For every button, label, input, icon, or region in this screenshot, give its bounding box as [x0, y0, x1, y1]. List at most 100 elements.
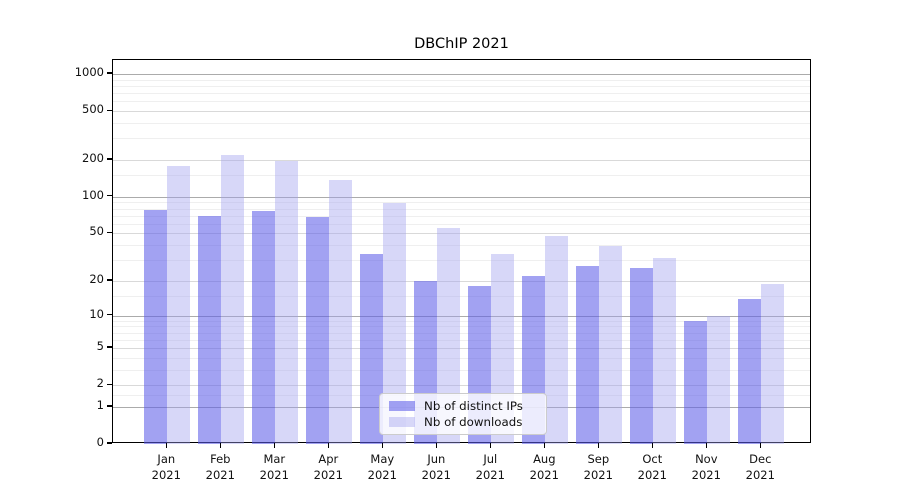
x-tick-mark	[165, 443, 167, 448]
major-gridline	[113, 196, 810, 198]
legend: Nb of distinct IPs Nb of downloads	[379, 393, 547, 435]
minor-gridline	[113, 202, 810, 204]
x-tick-label-line: 2021	[151, 467, 181, 482]
x-tick-mark	[273, 443, 275, 448]
x-tick-mark	[759, 443, 761, 448]
bar-distinct-ips	[630, 267, 654, 444]
bar-downloads	[599, 246, 623, 444]
major-gridline	[113, 111, 810, 113]
major-gridline	[113, 233, 810, 235]
x-tick-mark	[219, 443, 221, 448]
minor-gridline	[113, 320, 810, 322]
x-tick-label-line: Mar	[263, 452, 286, 466]
minor-gridline	[113, 93, 810, 95]
bar-downloads	[275, 161, 299, 444]
bar-downloads	[707, 315, 731, 444]
bar-downloads	[329, 180, 353, 444]
legend-label-distinct-ips: Nb of distinct IPs	[424, 398, 523, 413]
minor-gridline	[113, 223, 810, 225]
legend-swatch-ips-icon	[389, 400, 415, 411]
x-tick-label-line: 2021	[421, 467, 451, 482]
y-tick-label: 1000	[74, 65, 104, 79]
y-tick-mark	[107, 231, 112, 234]
bar-distinct-ips	[198, 215, 222, 444]
x-tick-label-line: Oct	[642, 452, 663, 466]
chart-title: DBChIP 2021	[414, 36, 509, 52]
x-tick-mark	[543, 443, 545, 448]
legend-entry-downloads: Nb of downloads	[389, 415, 537, 429]
minor-gridline	[113, 101, 810, 103]
minor-gridline	[113, 332, 810, 334]
minor-gridline	[113, 369, 810, 371]
x-tick-label-line: 2021	[583, 467, 613, 482]
minor-gridline	[113, 357, 810, 359]
x-tick-label-line: 2021	[205, 467, 235, 482]
bar-distinct-ips	[306, 217, 330, 444]
bar-downloads	[437, 228, 461, 444]
x-tick-label: Sep 2021	[568, 452, 628, 483]
major-gridline	[113, 160, 810, 161]
x-tick-label-line: Aug	[533, 452, 556, 466]
x-tick-mark	[597, 443, 599, 448]
bar-distinct-ips	[576, 265, 600, 444]
x-tick-label: Nov 2021	[676, 452, 736, 483]
x-tick-label: Jan 2021	[136, 452, 196, 483]
x-tick-label: Jul 2021	[460, 452, 520, 483]
y-tick-label: 50	[89, 224, 104, 239]
y-tick-mark	[107, 279, 112, 281]
x-tick-label-line: Sep	[587, 452, 610, 466]
bar-downloads	[167, 165, 191, 444]
x-tick-label-line: 2021	[691, 467, 721, 482]
plot-area	[112, 59, 811, 444]
bar-distinct-ips	[252, 210, 276, 444]
x-tick-label-line: 2021	[367, 467, 397, 482]
x-tick-label-line: Dec	[749, 452, 772, 466]
y-tick-mark	[107, 442, 112, 444]
x-tick-label-line: 2021	[475, 467, 505, 482]
x-tick-mark	[705, 443, 707, 448]
x-tick-label-line: 2021	[745, 467, 775, 482]
bar-downloads	[383, 203, 407, 444]
x-tick-label-line: Feb	[210, 452, 231, 466]
y-tick-mark	[107, 383, 112, 385]
x-tick-label: Oct 2021	[622, 452, 682, 483]
minor-gridline	[113, 138, 810, 140]
x-tick-label-line: Nov	[695, 452, 718, 466]
x-tick-mark	[651, 443, 653, 448]
y-tick-mark	[107, 195, 112, 197]
y-tick-label: 10	[89, 306, 104, 321]
major-gridline	[113, 74, 810, 75]
minor-gridline	[113, 245, 810, 247]
x-tick-label: Jun 2021	[406, 452, 466, 483]
y-tick-label: 20	[89, 271, 104, 286]
x-tick-mark	[489, 443, 491, 448]
bar-downloads	[221, 154, 245, 444]
x-tick-label-line: 2021	[637, 467, 667, 482]
y-tick-mark	[107, 405, 112, 407]
x-tick-mark	[381, 443, 383, 448]
x-tick-label: Dec 2021	[730, 452, 790, 483]
minor-gridline	[113, 79, 810, 81]
minor-gridline	[113, 295, 810, 297]
y-tick-label: 500	[82, 102, 104, 117]
x-tick-label-line: 2021	[313, 467, 343, 482]
bar-distinct-ips	[144, 210, 168, 444]
x-tick-label-line: Jun	[427, 452, 446, 466]
legend-entry-distinct-ips: Nb of distinct IPs	[389, 399, 537, 413]
x-tick-mark	[327, 443, 329, 448]
legend-label-downloads: Nb of downloads	[424, 415, 523, 430]
bar-distinct-ips	[684, 320, 708, 444]
minor-gridline	[113, 208, 810, 210]
bar-downloads	[545, 235, 569, 444]
x-tick-label-line: 2021	[529, 467, 559, 482]
y-tick-label: 200	[82, 151, 104, 165]
minor-gridline	[113, 339, 810, 341]
bar-downloads	[761, 283, 785, 444]
bar-distinct-ips	[738, 299, 762, 444]
y-tick-mark	[107, 314, 112, 316]
x-tick-label-line: Jul	[483, 452, 498, 466]
x-tick-label: Aug 2021	[514, 452, 574, 483]
x-tick-label-line: Jan	[157, 452, 176, 466]
x-tick-label-line: May	[370, 452, 395, 466]
